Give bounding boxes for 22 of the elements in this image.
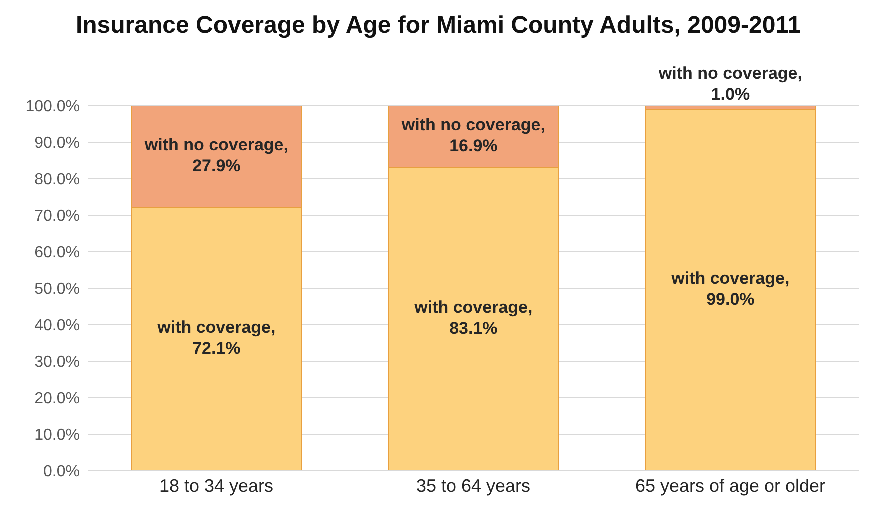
data-label: with coverage, 72.1% (156, 318, 276, 358)
y-tick-label: 50.0% (34, 281, 80, 298)
data-label: with no coverage, 27.9% (144, 136, 288, 176)
bar (645, 109, 816, 471)
x-tick-label: 18 to 34 years (159, 476, 274, 496)
chart-title: Insurance Coverage by Age for Miami County Adults, 2009-2011 (74, 11, 802, 41)
y-tick-label: 10.0% (34, 427, 80, 444)
y-tick-label: 90.0% (34, 135, 80, 152)
data-label: with coverage, 99.0% (670, 269, 790, 310)
y-tick-label: 30.0% (34, 354, 80, 372)
y-tick-label: 40.0% (34, 318, 80, 335)
data-label: with coverage, 83.1% (414, 298, 533, 338)
data-label: with no coverage, 1.0% (658, 64, 802, 104)
x-tick-label: 65 years of age or older (635, 476, 826, 496)
x-tick-label: 35 to 64 years (416, 476, 531, 496)
y-tick-label: 80.0% (34, 172, 80, 189)
y-tick-label: 70.0% (34, 208, 80, 226)
y-tick-label: 100.0% (26, 98, 80, 116)
y-tick-label: 20.0% (34, 390, 80, 408)
y-tick-label: 0.0% (44, 464, 80, 481)
data-label: with no coverage, 16.9% (400, 116, 546, 156)
y-tick-label: 60.0% (34, 244, 80, 262)
